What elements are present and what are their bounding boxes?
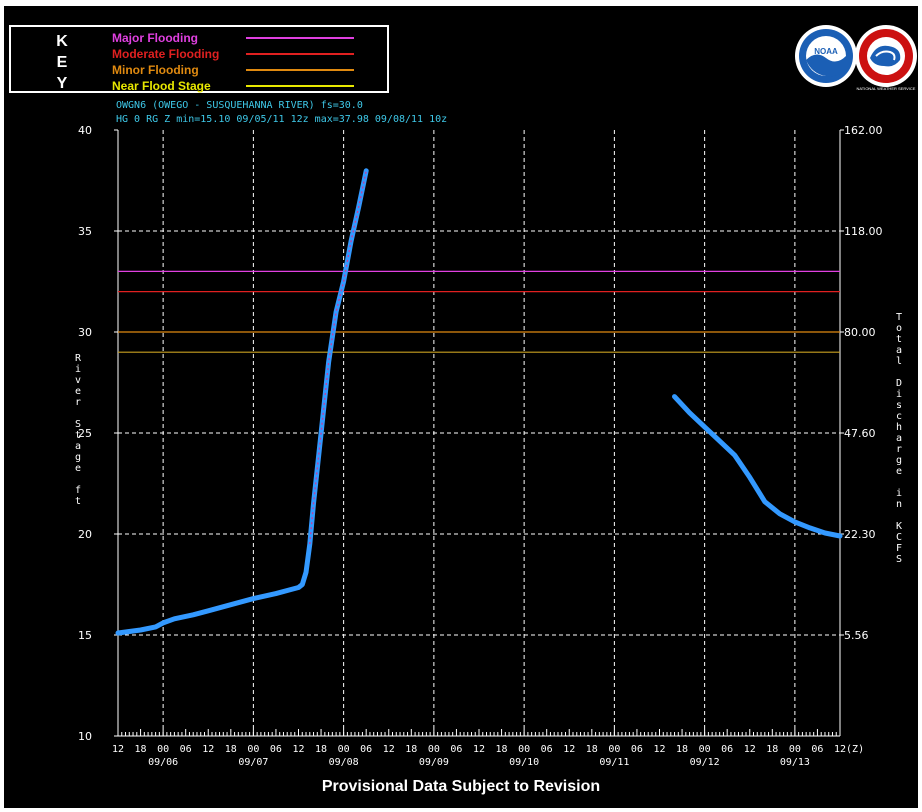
x-hour-label: 00 <box>428 744 440 755</box>
hydrograph-frame: K E Y Major Flooding Moderate Flooding M… <box>4 6 918 808</box>
x-hour-label: 00 <box>157 744 169 755</box>
x-hour-label: 18 <box>496 744 508 755</box>
nws-logo: NATIONAL WEATHER SERVICE <box>855 25 917 91</box>
y-tick-label: 30 <box>78 326 92 339</box>
key-label-minor: Minor Flooding <box>112 63 199 77</box>
x-date-label: 09/11 <box>599 757 629 768</box>
y2-tick-label: 22.30 <box>844 528 876 541</box>
x-hour-label: 12 <box>383 744 395 755</box>
y2-tick-label: 47.60 <box>844 427 876 440</box>
x-hour-label: 18 <box>135 744 147 755</box>
y-tick-label: 40 <box>78 124 92 137</box>
x-hour-label: 06 <box>270 744 282 755</box>
y-tick-label: 35 <box>78 225 92 238</box>
x-date-label: 09/06 <box>148 757 178 768</box>
y2-tick-label: 80.00 <box>844 326 876 339</box>
x-hour-label: 12 <box>112 744 124 755</box>
y2-tick-label: 5.56 <box>844 629 869 642</box>
x-date-label: 09/10 <box>509 757 539 768</box>
hydrograph-chart: K E Y Major Flooding Moderate Flooding M… <box>9 25 917 768</box>
y2-tick-label: 118.00 <box>844 225 883 238</box>
key-letter-e: E <box>57 54 68 71</box>
x-hour-label: 00 <box>789 744 801 755</box>
x-hour-label: 12 <box>653 744 665 755</box>
x-hour-label: 18 <box>315 744 327 755</box>
x-hour-label: 12 <box>563 744 575 755</box>
x-hour-label: 12(Z) <box>834 744 864 755</box>
y-tick-label: 10 <box>78 730 92 743</box>
x-hour-label: 18 <box>225 744 237 755</box>
x-hour-label: 12 <box>292 744 304 755</box>
x-hour-label: 00 <box>338 744 350 755</box>
provisional-data-footer: Provisional Data Subject to Revision <box>321 778 601 795</box>
x-hour-label: 06 <box>541 744 553 755</box>
key-legend: K E Y Major Flooding Moderate Flooding M… <box>9 25 389 93</box>
x-date-label: 09/08 <box>329 757 359 768</box>
x-hour-label: 18 <box>586 744 598 755</box>
x-hour-label: 06 <box>360 744 372 755</box>
x-hour-label: 18 <box>676 744 688 755</box>
observed-stage-overlay <box>309 170 367 545</box>
x-hour-label: 00 <box>247 744 259 755</box>
x-date-label: 09/13 <box>780 757 810 768</box>
station-header-line2: HG 0 RG Z min=15.10 09/05/11 12z max=37.… <box>116 114 447 125</box>
x-hour-label: 00 <box>699 744 711 755</box>
station-header-line1: OWGN6 (OWEGO - SUSQUEHANNA RIVER) fs=30.… <box>116 100 363 111</box>
y-tick-label: 20 <box>78 528 92 541</box>
x-date-label: 09/09 <box>419 757 449 768</box>
nws-logo-text: NATIONAL WEATHER SERVICE <box>857 86 916 91</box>
x-hour-label: 00 <box>518 744 530 755</box>
x-date-label: 09/07 <box>238 757 268 768</box>
x-hour-label: 18 <box>766 744 778 755</box>
key-label-major: Major Flooding <box>112 31 198 45</box>
x-hour-label: 12 <box>202 744 214 755</box>
observed-stage-line <box>115 168 369 636</box>
noaa-logo-text: NOAA <box>814 47 838 56</box>
x-hour-label: 06 <box>631 744 643 755</box>
noaa-logo: NOAA <box>795 25 857 87</box>
x-date-label: 09/12 <box>690 757 720 768</box>
y2-tick-label: 162.00 <box>844 124 883 137</box>
key-letter-y: Y <box>57 75 68 92</box>
x-hour-label: 12 <box>473 744 485 755</box>
x-hour-label: 06 <box>450 744 462 755</box>
forecast-stage-line <box>672 394 843 539</box>
x-hour-label: 06 <box>180 744 192 755</box>
y-tick-label: 25 <box>78 427 92 440</box>
key-letter-k: K <box>56 33 68 50</box>
x-hour-label: 12 <box>744 744 756 755</box>
x-hour-label: 06 <box>811 744 823 755</box>
x-hour-label: 06 <box>721 744 733 755</box>
x-hour-label: 18 <box>405 744 417 755</box>
key-label-moderate: Moderate Flooding <box>112 47 219 61</box>
y-tick-label: 15 <box>78 629 92 642</box>
x-hour-label: 00 <box>608 744 620 755</box>
key-label-near: Near Flood Stage <box>112 79 211 93</box>
